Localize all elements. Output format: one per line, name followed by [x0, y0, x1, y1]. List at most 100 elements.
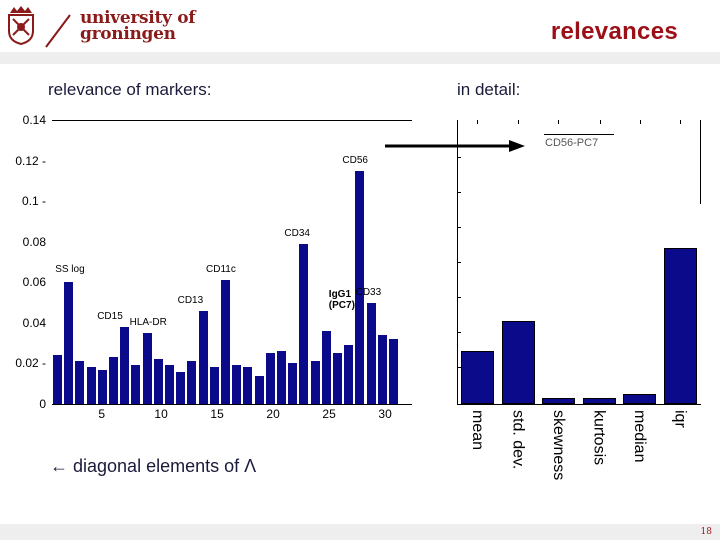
bar — [198, 310, 208, 404]
category-label: skewness — [550, 410, 567, 481]
y-tick-mark — [457, 262, 461, 263]
subtitle-rule — [544, 134, 614, 135]
category-label: std. dev. — [509, 410, 527, 470]
y-tick-mark — [457, 297, 461, 298]
bar — [355, 170, 365, 404]
x-tick-label: 25 — [322, 407, 336, 421]
right-chart-right-axis — [700, 120, 701, 204]
y-tick-mark — [457, 157, 461, 158]
bar — [53, 355, 62, 404]
right-chart-x-axis — [457, 404, 701, 405]
header-band — [0, 52, 720, 64]
bar — [86, 367, 96, 404]
x-tick-mark — [680, 120, 681, 124]
bar-annotation: IgG1 (PC7) — [328, 288, 355, 311]
bar — [321, 330, 331, 404]
y-tick-mark — [457, 332, 461, 333]
page-number: 18 — [700, 527, 712, 537]
footer-band — [0, 524, 720, 540]
y-tick-label: 0.08 — [22, 234, 46, 249]
university-crest-icon — [8, 6, 34, 45]
y-tick-mark — [457, 192, 461, 193]
bar — [277, 351, 286, 404]
bar — [209, 367, 219, 404]
bar — [142, 333, 152, 404]
bar — [377, 335, 387, 404]
bar — [131, 365, 141, 404]
y-tick-label: 0 — [39, 397, 46, 411]
bar — [176, 371, 186, 404]
bar-mean — [461, 351, 494, 404]
bar — [120, 326, 130, 404]
bar-annotation: CD34 — [284, 227, 310, 239]
bar-annotation: CD15 — [97, 310, 123, 322]
y-tick-label: 0.02 - — [15, 356, 46, 371]
bar-annotation: SS log — [55, 264, 85, 276]
bar-annotation: CD11c — [206, 264, 236, 276]
bar — [389, 339, 398, 404]
bar-std--dev- — [501, 320, 535, 404]
x-tick-mark — [558, 120, 559, 124]
bar — [187, 361, 197, 404]
bar — [221, 280, 230, 404]
x-tick-label: 15 — [210, 407, 224, 421]
left-bar-chart: 0 0.02 - 0.04 0.06 0.08 0.1 - 0.12 - 0.14 5 10 15… — [0, 100, 430, 430]
bar — [344, 345, 354, 404]
x-tick-label: 5 — [98, 407, 106, 421]
bar — [232, 365, 242, 404]
bar-annotation: CD56 — [342, 154, 368, 166]
bar — [299, 243, 309, 404]
y-tick-label: 0.12 - — [15, 153, 46, 168]
arrow-right-icon — [385, 140, 525, 152]
y-tick-label: 0.06 — [22, 275, 46, 290]
y-tick-label: 0.1 - — [21, 194, 46, 209]
bar — [310, 361, 320, 404]
left-chart-x-axis — [52, 404, 412, 405]
right-panel-label: in detail: — [457, 80, 521, 99]
logo-line-1: university of — [80, 8, 196, 28]
bar — [97, 369, 107, 404]
bar — [333, 353, 342, 404]
x-tick-label: 20 — [266, 407, 280, 421]
bar — [265, 353, 275, 404]
category-label: median — [631, 410, 648, 463]
bar — [243, 367, 253, 404]
right-bar-chart: CD56-PC7 mean std. dev. skewness kurtosis me… — [440, 100, 720, 500]
bar — [366, 302, 376, 404]
x-tick-mark — [640, 120, 641, 124]
x-tick-label: 30 — [378, 407, 392, 421]
bar-annotation: CD33 — [355, 286, 382, 298]
x-tick-mark — [518, 120, 519, 124]
category-label: kurtosis — [590, 410, 608, 466]
left-chart-top-axis — [52, 120, 412, 121]
bar — [165, 365, 174, 404]
category-label: iqr — [671, 410, 689, 428]
bar — [254, 375, 264, 404]
left-panel-label: relevance of markers: — [48, 80, 212, 99]
slide-title: relevances — [550, 18, 678, 45]
x-tick-mark — [477, 120, 478, 124]
bar-skewness — [542, 397, 575, 404]
university-logo-text: university of groningen — [80, 8, 196, 44]
bar-annotation: CD13 — [177, 294, 204, 306]
bar-iqr — [663, 247, 697, 404]
bar-annotation: HLA-DR — [129, 317, 167, 328]
caption-diagonal-elements: ← diagonal elements of Λ — [50, 456, 257, 476]
y-tick-label: 0.14 — [22, 113, 46, 127]
logo-line-2: groningen — [80, 24, 176, 44]
bar-kurtosis — [582, 397, 616, 404]
x-tick-mark — [600, 120, 601, 124]
bar — [288, 363, 298, 404]
right-chart-subtitle: CD56-PC7 — [545, 137, 599, 149]
y-tick-label: 0.04 — [22, 315, 46, 330]
bar — [64, 282, 74, 404]
bar — [109, 357, 118, 404]
x-tick-label: 10 — [154, 407, 168, 421]
category-label: mean — [469, 410, 486, 451]
logo-slash-icon — [45, 14, 71, 48]
bar-median — [623, 393, 656, 404]
y-tick-mark — [457, 227, 461, 228]
bar — [75, 361, 85, 404]
y-tick-mark — [457, 367, 461, 368]
bar — [153, 359, 163, 404]
